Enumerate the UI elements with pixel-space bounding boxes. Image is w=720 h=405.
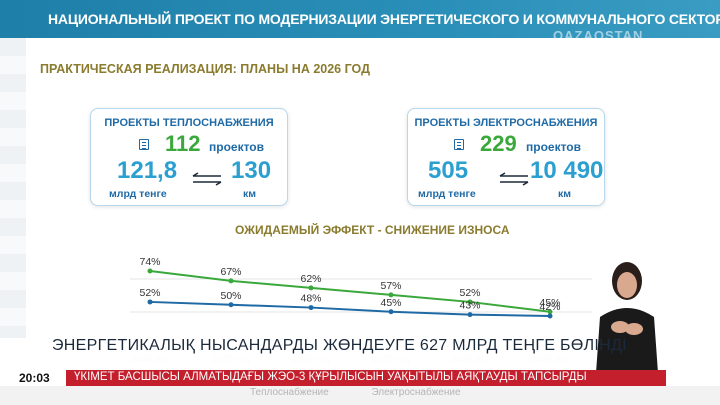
ornament-decoration — [0, 38, 26, 338]
power-supply-card: ПРОЕКТЫ ЭЛЕКТРОСНАБЖЕНИЯ 229 проектов 50… — [407, 108, 605, 206]
card-title: ПРОЕКТЫ ЭЛЕКТРОСНАБЖЕНИЯ — [414, 117, 598, 129]
document-icon — [454, 139, 464, 150]
data-label: 57% — [380, 280, 401, 292]
card-title: ПРОЕКТЫ ТЕПЛОСНАБЖЕНИЯ — [104, 117, 274, 129]
data-point — [228, 278, 234, 284]
data-label: 62% — [300, 273, 321, 285]
legend-heat: Теплоснабжение — [250, 387, 329, 398]
data-point — [467, 299, 473, 305]
data-label: 74% — [139, 256, 160, 268]
exchange-arrows-icon — [192, 172, 222, 186]
data-point — [547, 313, 553, 319]
chart-legend: Теплоснабжение Электроснабжение — [250, 387, 461, 398]
heat-supply-card: ПРОЕКТЫ ТЕПЛОСНАБЖЕНИЯ 112 проектов 121,… — [90, 108, 288, 206]
effect-title: ОЖИДАЕМЫЙ ЭФФЕКТ - СНИЖЕНИЕ ИЗНОСА — [235, 223, 510, 237]
amount-value: 505 — [428, 157, 469, 184]
ticker-text: ҮКІМЕТ БАСШЫСЫ АЛМАТЫДАҒЫ ЖЭО-3 ҚҰРЫЛЫСЫ… — [74, 371, 587, 383]
headline-text: ЭНЕРГЕТИКАЛЫҚ НЫСАНДАРДЫ ЖӨНДЕУГЕ 627 МЛ… — [52, 337, 627, 354]
length-value: 130 — [231, 157, 272, 184]
length-value: 10 490 — [530, 157, 604, 184]
data-label: 52% — [459, 287, 480, 299]
data-label: 50% — [220, 290, 241, 302]
series-line — [149, 300, 551, 317]
sign-language-interpreter — [596, 262, 658, 373]
length-unit: км — [243, 188, 257, 200]
news-headline-banner: ЭНЕРГЕТИКАЛЫҚ НЫСАНДАРДЫ ЖӨНДЕУГЕ 627 МЛ… — [38, 330, 627, 364]
clock-time: 20:03 — [19, 371, 50, 385]
data-label: 45% — [539, 297, 560, 309]
channel-watermark: QAZAQSTAN — [553, 28, 644, 43]
page-title: НАЦИОНАЛЬНЫЙ ПРОЕКТ ПО МОДЕРНИЗАЦИИ ЭНЕР… — [48, 11, 720, 27]
data-label: 42% — [539, 301, 560, 313]
data-point — [547, 309, 553, 315]
project-count-unit: проектов — [526, 140, 582, 154]
data-label: 67% — [220, 266, 241, 278]
project-count: 112 — [165, 131, 201, 156]
data-point — [147, 268, 153, 274]
data-point — [308, 305, 314, 311]
data-label: 43% — [459, 300, 480, 312]
length-unit: км — [558, 188, 572, 200]
project-count-unit: проектов — [209, 140, 265, 154]
bottom-strip — [0, 386, 720, 405]
data-point — [467, 312, 473, 318]
series-line — [149, 270, 551, 313]
data-point — [308, 285, 314, 291]
section-subtitle: ПРАКТИЧЕСКАЯ РЕАЛИЗАЦИЯ: ПЛАНЫ НА 2026 Г… — [40, 62, 370, 76]
amount-unit: млрд тенге — [109, 188, 167, 200]
data-label: 52% — [139, 287, 160, 299]
data-point — [388, 292, 394, 298]
news-ticker: 20:03 ҮКІМЕТ БАСШЫСЫ АЛМАТЫДАҒЫ ЖЭО-3 ҚҰ… — [14, 370, 666, 386]
header-bar: НАЦИОНАЛЬНЫЙ ПРОЕКТ ПО МОДЕРНИЗАЦИИ ЭНЕР… — [0, 0, 720, 43]
data-point — [228, 302, 234, 308]
data-label: 45% — [380, 297, 401, 309]
document-icon — [139, 139, 149, 150]
project-count: 229 — [480, 131, 517, 156]
amount-unit: млрд тенге — [418, 188, 476, 200]
data-label: 48% — [300, 293, 321, 305]
amount-value: 121,8 — [117, 157, 178, 184]
clock-box: 20:03 — [14, 370, 66, 386]
data-point — [147, 299, 153, 305]
data-point — [388, 309, 394, 315]
exchange-arrows-icon — [499, 172, 529, 186]
legend-power: Электроснабжение — [371, 387, 461, 398]
